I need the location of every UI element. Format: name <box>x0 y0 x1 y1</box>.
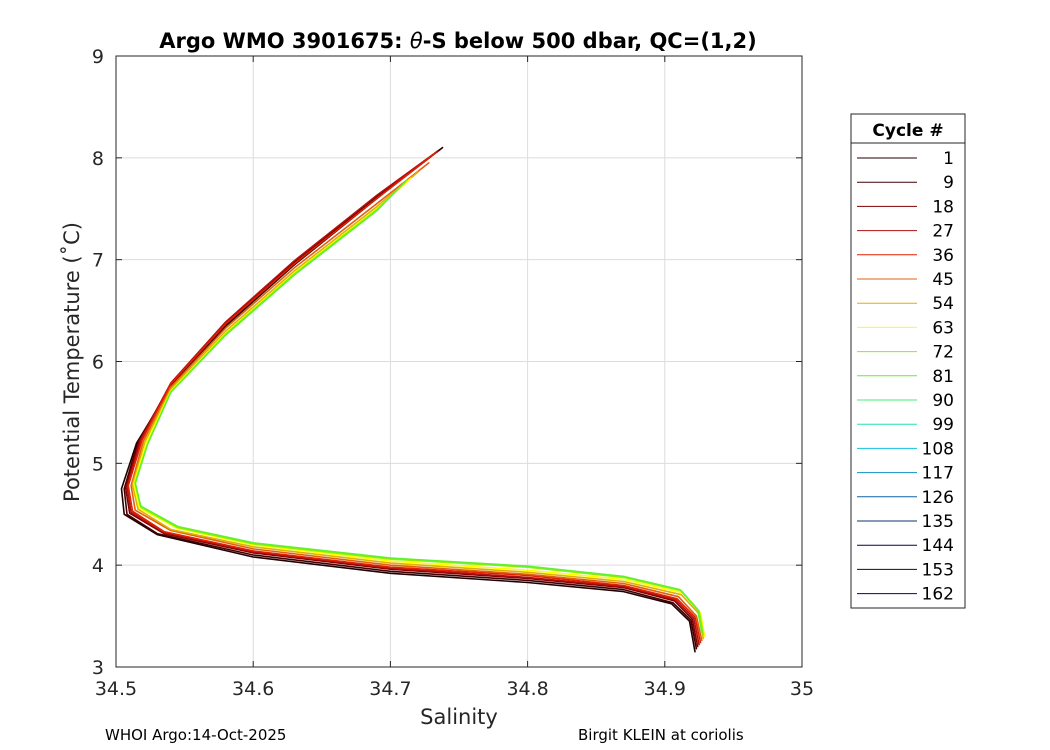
legend-entries: 1 9 18 27 36 45 54 63 72 81 90 99 108 117 126 135 144 153… <box>857 149 954 605</box>
ticks: 34.5 34.6 34.7 34.8 34.9 35 3 4 5 6 7 8 9 <box>92 46 814 700</box>
footer-right: Birgit KLEIN at coriolis <box>578 726 744 744</box>
legend-entry-label: 117 <box>922 464 954 484</box>
series-layer <box>120 146 706 653</box>
legend-entry-label: 144 <box>922 536 954 556</box>
x-axis-label: Salinity <box>420 705 498 729</box>
legend-entry-label: 1 <box>943 149 954 169</box>
y-tick-label: 4 <box>92 555 104 577</box>
legend-title: Cycle # <box>872 121 943 141</box>
series-line-cycle-54 <box>131 171 704 640</box>
x-tick-label: 34.5 <box>95 678 137 700</box>
legend: Cycle # 19182736455463728190991081171261… <box>850 113 966 609</box>
legend-entry-label: 54 <box>932 294 954 314</box>
y-tick-label: 3 <box>92 657 104 679</box>
legend-entry-label: 18 <box>932 197 954 217</box>
series-line-cycle-36 <box>127 151 702 644</box>
legend-entry-label: 126 <box>922 488 954 508</box>
x-tick-label: 34.8 <box>506 678 548 700</box>
legend-entry-label: 90 <box>932 391 954 411</box>
x-tick-label: 34.6 <box>232 678 274 700</box>
legend-entry-label: 63 <box>932 318 954 338</box>
legend-box <box>850 113 966 609</box>
y-tick-label: 9 <box>92 46 104 68</box>
legend-entry-label: 108 <box>922 439 954 459</box>
chart-title: Argo WMO 3901675: θ-S below 500 dbar, QC… <box>159 29 756 53</box>
series-line-cycle-45 <box>130 162 703 642</box>
series-line-cycle-27 <box>126 150 700 646</box>
y-tick-label: 8 <box>92 148 104 170</box>
footer-left: WHOI Argo:14-Oct-2025 <box>105 726 286 744</box>
legend-entry-label: 162 <box>922 585 954 605</box>
legend-entry-label: 9 <box>943 173 954 193</box>
y-tick-label: 7 <box>92 250 104 272</box>
legend-entry-label: 72 <box>932 343 954 363</box>
legend-entry-label: 153 <box>922 560 954 580</box>
legend-entry-label: 81 <box>932 367 954 387</box>
y-axis-label: Potential Temperature (˚C) <box>60 222 84 502</box>
series-line-cycle-81 <box>134 180 703 634</box>
legend-entry-label: 99 <box>932 415 954 435</box>
legend-entry-label: 36 <box>932 246 954 266</box>
legend-entry-label: 135 <box>922 512 954 532</box>
series-line-cycle-1 <box>120 146 696 653</box>
x-tick-label: 35 <box>790 678 814 700</box>
y-tick-label: 5 <box>92 453 104 475</box>
y-tick-label: 6 <box>92 352 104 374</box>
legend-entry-label: 45 <box>932 270 954 290</box>
x-tick-label: 34.7 <box>369 678 411 700</box>
legend-entry-label: 27 <box>932 222 954 242</box>
x-tick-label: 34.9 <box>644 678 686 700</box>
